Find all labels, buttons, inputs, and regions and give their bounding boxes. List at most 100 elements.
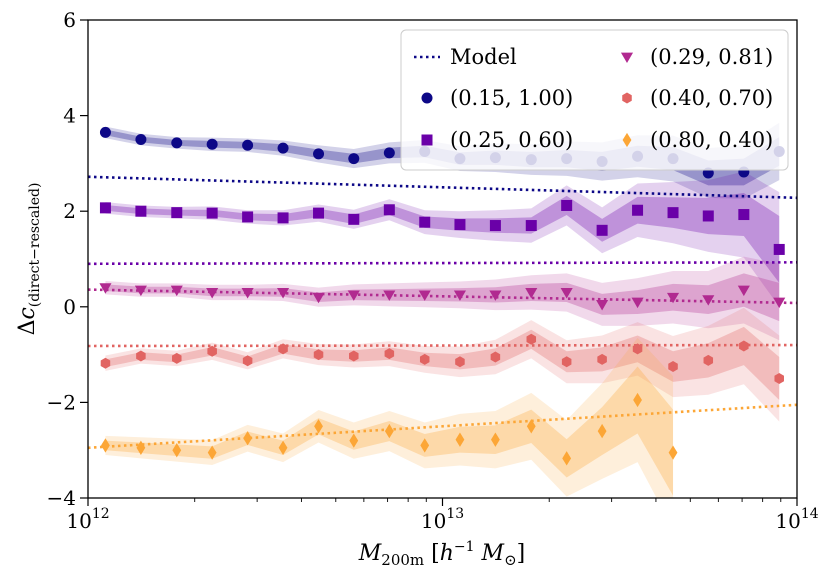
data-point-1-2	[171, 207, 183, 219]
data-point-1-19	[773, 243, 785, 255]
data-point-4-15	[633, 392, 642, 408]
data-point-2-10	[453, 290, 466, 301]
x-ticks: 1012 1013 1014	[66, 498, 819, 533]
data-point-1-16	[667, 207, 679, 219]
x-tick-label-0: 1012	[66, 506, 109, 533]
bands-layer	[105, 122, 780, 498]
data-point-0-7	[348, 153, 360, 165]
legend-marker-2	[620, 52, 634, 64]
data-point-3-9	[419, 353, 430, 365]
x-tick-label-1: 1013	[421, 506, 464, 533]
data-point-4-4	[243, 431, 253, 446]
data-point-0-4	[242, 139, 254, 151]
data-point-3-17	[703, 354, 714, 366]
data-point-3-19	[774, 373, 784, 384]
data-point-1-6	[313, 207, 325, 219]
y-ticks: −4 −2 0 2 4 6	[47, 8, 88, 510]
data-point-2-0	[99, 283, 112, 294]
band-band-inner-1	[105, 193, 780, 283]
data-point-1-10	[454, 219, 466, 231]
data-point-2-5	[277, 288, 290, 299]
band-band-outer-2	[105, 256, 780, 341]
data-point-3-7	[349, 350, 359, 362]
data-point-1-9	[419, 216, 431, 228]
legend-label-2: (0.29, 0.81)	[650, 45, 773, 69]
data-point-4-16	[668, 445, 678, 460]
data-point-3-6	[313, 349, 324, 361]
data-point-3-0	[100, 357, 111, 369]
data-point-0-8	[383, 147, 395, 159]
band-band-outer-3	[105, 307, 780, 422]
data-point-3-15	[632, 343, 643, 355]
data-point-2-15	[631, 297, 644, 309]
legend-entries: Model (0.15, 1.00) (0.25, 0.60) (0.29, 0.81…	[414, 45, 773, 152]
data-point-1-7	[348, 213, 360, 225]
data-point-4-2	[172, 443, 182, 458]
legend-box	[400, 29, 789, 171]
data-point-4-13	[562, 451, 572, 466]
legend-label-3: (0.40, 0.70)	[650, 86, 773, 110]
data-point-2-9	[418, 290, 431, 301]
data-point-1-17	[702, 210, 714, 222]
data-point-0-2	[171, 137, 183, 149]
data-point-2-2	[170, 285, 183, 297]
data-point-2-19	[773, 297, 786, 309]
y-tick-label-2: 0	[63, 295, 76, 319]
legend: Model (0.15, 1.00) (0.25, 0.60) (0.29, 0.81…	[400, 29, 789, 171]
data-point-1-4	[242, 211, 254, 223]
data-point-3-14	[597, 353, 607, 365]
markers-layer	[99, 126, 786, 466]
legend-marker-4	[622, 132, 632, 148]
data-point-1-14	[596, 224, 608, 236]
data-point-2-14	[596, 300, 609, 311]
y-tick-label-5: 6	[63, 8, 76, 32]
band-band-outer-1	[105, 171, 780, 307]
data-point-1-13	[561, 199, 573, 211]
data-point-1-12	[525, 220, 537, 232]
data-point-4-8	[384, 423, 394, 439]
data-point-3-2	[172, 352, 182, 364]
data-point-2-1	[134, 285, 147, 297]
band-band-outer-4	[105, 337, 674, 498]
x-tick-label-2: 1014	[775, 506, 818, 533]
data-point-2-18	[737, 285, 750, 297]
data-point-2-3	[206, 288, 219, 299]
data-point-3-13	[561, 356, 572, 368]
data-point-0-3	[206, 138, 218, 150]
data-point-0-5	[277, 142, 289, 154]
legend-label-1: (0.25, 0.60)	[450, 128, 573, 152]
data-point-4-0	[101, 438, 110, 453]
legend-label-4: (0.80, 0.40)	[650, 128, 773, 152]
data-point-4-5	[278, 440, 288, 455]
data-point-2-4	[241, 288, 254, 299]
data-point-1-0	[99, 202, 111, 214]
model-line-4	[88, 403, 797, 450]
data-point-0-6	[313, 148, 325, 160]
data-point-4-9	[420, 438, 430, 453]
model-line-0	[88, 175, 797, 200]
model-line-1	[88, 261, 797, 266]
data-point-4-7	[349, 433, 359, 448]
data-point-0-1	[135, 134, 147, 145]
data-point-3-4	[242, 355, 253, 367]
data-point-4-14	[597, 423, 607, 439]
data-point-2-13	[560, 288, 573, 299]
data-point-4-3	[207, 445, 217, 460]
data-point-3-18	[739, 340, 749, 352]
data-point-4-11	[490, 432, 500, 447]
legend-marker-0	[421, 92, 433, 104]
data-point-1-11	[489, 220, 501, 232]
model-lines-layer	[88, 175, 797, 450]
data-point-2-17	[702, 295, 715, 306]
data-point-1-5	[277, 212, 289, 224]
data-point-3-10	[455, 356, 465, 368]
data-point-1-3	[206, 207, 218, 219]
data-point-3-8	[384, 348, 395, 360]
legend-model-label: Model	[450, 45, 517, 69]
data-point-3-3	[207, 345, 217, 357]
y-tick-label-4: 4	[63, 104, 76, 128]
y-axis-label: Δc(direct−rescaled)	[15, 183, 43, 336]
legend-marker-1	[421, 134, 433, 146]
model-line-2	[88, 288, 797, 305]
data-point-1-18	[738, 209, 750, 221]
